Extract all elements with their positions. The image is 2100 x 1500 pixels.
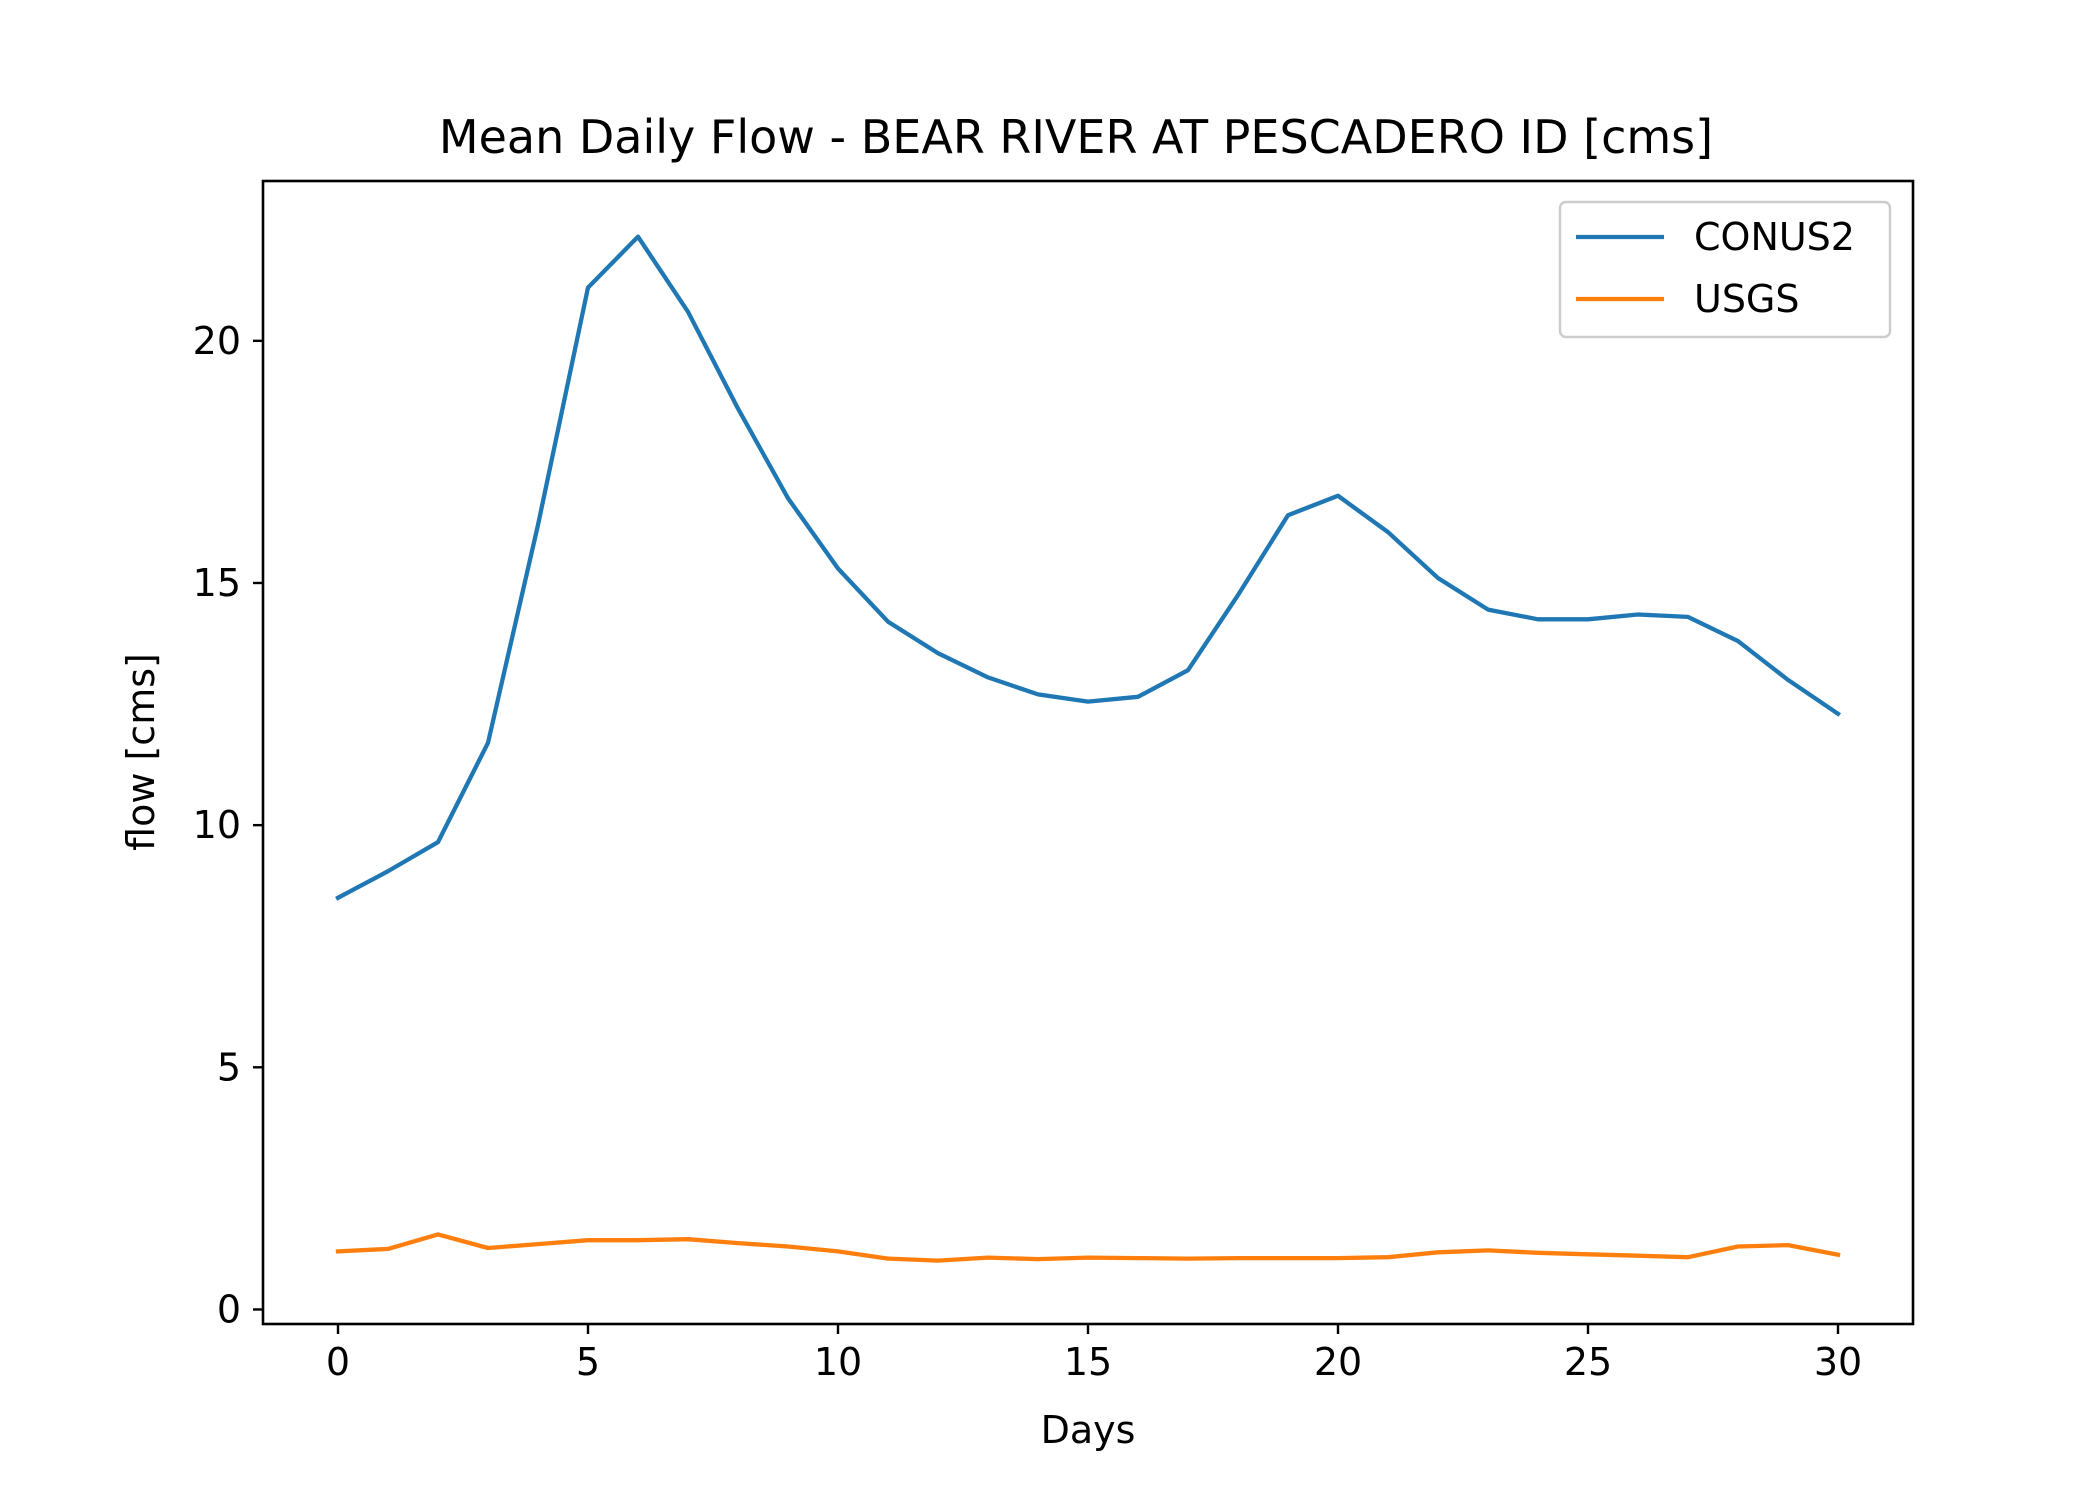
legend-label-conus2: CONUS2 [1694,215,1855,259]
series-line-conus2 [335,234,1841,901]
y-axis-ticks: 0 5 10 15 20 [193,319,263,1331]
x-tick-label: 20 [1314,1340,1362,1384]
x-tick-label: 0 [326,1340,350,1384]
y-tick-label: 15 [193,561,241,605]
series-line-usgs [335,1232,1841,1263]
legend-label-usgs: USGS [1694,277,1800,321]
y-tick-label: 5 [217,1045,241,1089]
chart-title: Mean Daily Flow - BEAR RIVER AT PESCADER… [439,110,1713,164]
x-tick-label: 30 [1814,1340,1862,1384]
y-tick-label: 20 [193,319,241,363]
x-tick-label: 5 [576,1340,600,1384]
x-axis-label: Days [1041,1408,1136,1452]
y-axis-label: flow [cms] [119,653,163,851]
legend: CONUS2 USGS [1558,200,1892,339]
x-axis-ticks: 0 5 10 15 20 25 30 [326,1324,1862,1384]
plot-series-layer [335,234,1841,1263]
y-tick-label: 10 [193,803,241,847]
x-tick-label: 15 [1064,1340,1112,1384]
x-tick-label: 25 [1564,1340,1612,1384]
y-tick-label: 0 [217,1287,241,1331]
x-tick-label: 10 [814,1340,862,1384]
